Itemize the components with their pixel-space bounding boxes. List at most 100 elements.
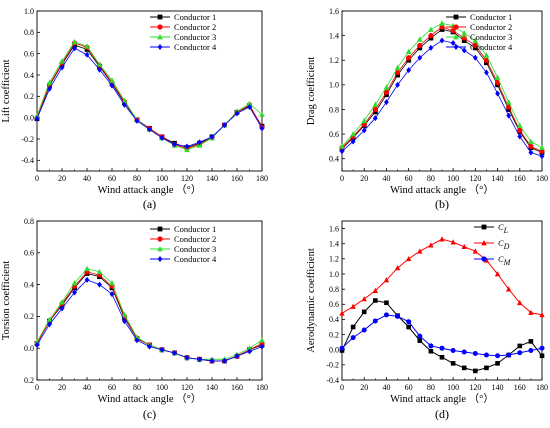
x-tick-label: 0 [340, 174, 344, 183]
data-point [246, 345, 253, 351]
legend-marker [157, 34, 163, 40]
y-tick-label: 1.4 [329, 31, 339, 40]
y-tick-label: 0.6 [24, 249, 34, 258]
data-point [417, 248, 423, 254]
x-tick-label: 20 [360, 174, 368, 183]
data-point [439, 20, 445, 26]
data-point [384, 99, 389, 106]
data-point [147, 126, 152, 133]
y-tick-label: 0.2 [329, 330, 339, 339]
data-point [46, 79, 53, 85]
x-tick-label: 160 [231, 383, 243, 392]
data-point [484, 365, 489, 371]
y-axis-label: Aerodynamic coefficient [306, 248, 317, 353]
y-tick-label: 0.8 [329, 285, 339, 294]
x-tick-label: 100 [447, 383, 459, 392]
y-tick-label: 0.4 [329, 315, 339, 324]
data-point [517, 133, 523, 140]
data-point [472, 37, 479, 43]
data-point [361, 309, 367, 315]
x-tick-label: 160 [231, 174, 243, 183]
y-tick-label: 0.0 [329, 346, 339, 355]
data-point [395, 313, 401, 319]
data-point [417, 338, 423, 343]
y-tick-label: -0.2 [326, 361, 339, 370]
data-point [483, 352, 489, 358]
y-tick-label: 0.6 [24, 49, 34, 58]
series-line [36, 42, 263, 150]
panel-label: (a) [143, 197, 156, 211]
x-tick-label: 80 [427, 174, 435, 183]
data-point [473, 368, 478, 374]
data-point [495, 90, 500, 97]
data-point [59, 305, 65, 312]
x-tick-label: 40 [382, 174, 390, 183]
data-point [394, 64, 401, 71]
data-point [472, 351, 478, 356]
data-point [259, 343, 265, 350]
data-point [234, 353, 240, 360]
y-tick-label: 1.0 [329, 270, 339, 279]
data-point [505, 99, 512, 105]
data-point [372, 101, 379, 107]
data-point [528, 339, 534, 344]
x-tick-label: 20 [58, 383, 66, 392]
data-point [394, 69, 401, 76]
data-point [122, 101, 127, 108]
data-point [97, 281, 102, 288]
y-tick-label: 0.4 [24, 280, 34, 289]
series-line [341, 299, 543, 372]
x-tick-label: 60 [405, 383, 413, 392]
y-tick-label: 0.2 [24, 312, 34, 321]
y-tick-label: 1.0 [24, 7, 34, 16]
data-point [461, 35, 467, 41]
data-point [539, 144, 545, 151]
data-point [84, 51, 90, 58]
x-tick-label: 180 [256, 383, 268, 392]
x-tick-label: 100 [447, 174, 459, 183]
x-tick-label: 80 [133, 174, 141, 183]
x-tick-label: 140 [492, 174, 504, 183]
data-point [405, 255, 412, 262]
legend-marker [157, 256, 163, 262]
data-point [439, 236, 445, 242]
data-point [172, 349, 177, 356]
y-tick-label: 1.0 [329, 81, 339, 90]
data-point [361, 127, 367, 134]
x-tick-label: 60 [108, 174, 116, 183]
x-tick-label: 160 [514, 174, 526, 183]
data-point [517, 127, 523, 133]
x-tick-label: 180 [536, 174, 548, 183]
data-point [539, 353, 545, 359]
chart-panel-2: 0 20 40 60 80 100 120 140 160 180 0.4 0.6 0.8 1.0 1.2 1… [306, 7, 548, 211]
x-tick-label: 180 [536, 383, 548, 392]
legend-marker [157, 226, 163, 232]
data-point [439, 37, 445, 44]
data-point [350, 138, 356, 145]
data-point [495, 353, 501, 359]
y-tick-label: 0.0 [24, 113, 34, 122]
legend-marker [481, 240, 487, 246]
y-axis-label: Lift coefficient [1, 59, 12, 122]
data-point [472, 54, 478, 61]
data-point [483, 52, 490, 58]
y-tick-label: 1.6 [329, 7, 339, 16]
data-point [428, 33, 434, 39]
data-point [109, 77, 115, 83]
data-point [59, 58, 65, 64]
data-point [461, 47, 467, 54]
data-point [350, 324, 356, 330]
series-3 [339, 312, 545, 359]
data-point [383, 277, 390, 283]
data-point [528, 138, 534, 144]
series-1 [339, 27, 545, 155]
y-tick-label: 0.2 [24, 92, 34, 101]
y-tick-label: 0.4 [24, 71, 34, 80]
legend-marker [453, 24, 459, 30]
series-2 [339, 24, 545, 154]
data-point [417, 333, 423, 339]
data-point [528, 347, 534, 353]
x-axis-label: Wind attack angle （°） [98, 393, 202, 405]
x-tick-label: 20 [58, 174, 66, 183]
